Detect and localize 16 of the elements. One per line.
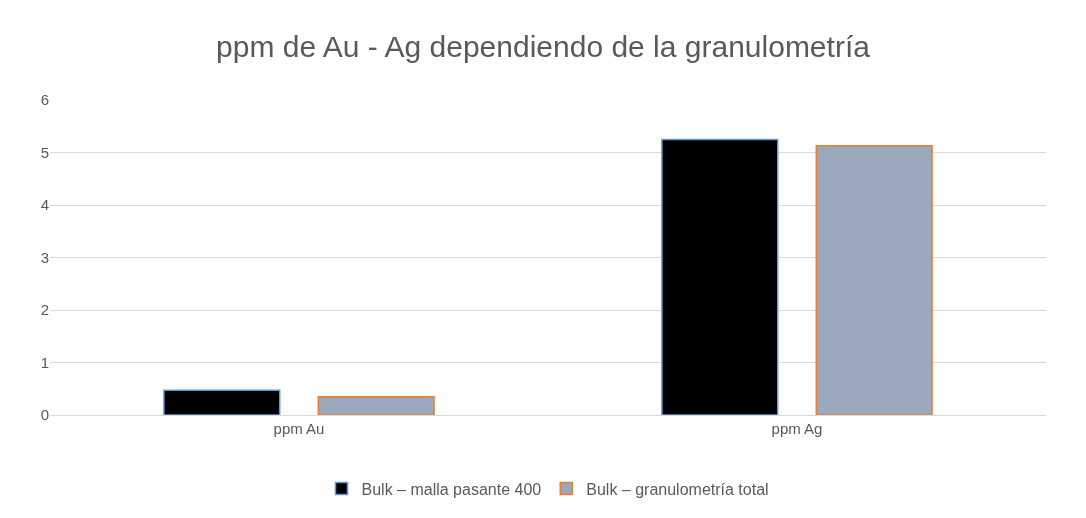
- bar: [163, 389, 281, 415]
- y-tick-label: 2: [40, 301, 49, 319]
- y-tick-label: 5: [40, 143, 49, 161]
- y-tick-label: 6: [40, 91, 49, 109]
- legend-label: Bulk – malla pasante 400: [361, 480, 542, 498]
- y-tick-label: 3: [40, 248, 49, 266]
- bar: [317, 395, 435, 415]
- y-tick-label: 0: [40, 406, 49, 424]
- bar: [661, 138, 779, 415]
- y-tick-label: 4: [40, 196, 49, 214]
- legend-label: Bulk – granulometría total: [586, 480, 769, 498]
- x-tick-label: ppm Ag: [771, 420, 823, 437]
- y-tick-label: 1: [40, 353, 49, 371]
- x-tick-label: ppm Au: [273, 420, 325, 437]
- bar: [815, 144, 933, 415]
- chart-title: ppm de Au - Ag dependiendo de la granulometría: [216, 30, 871, 64]
